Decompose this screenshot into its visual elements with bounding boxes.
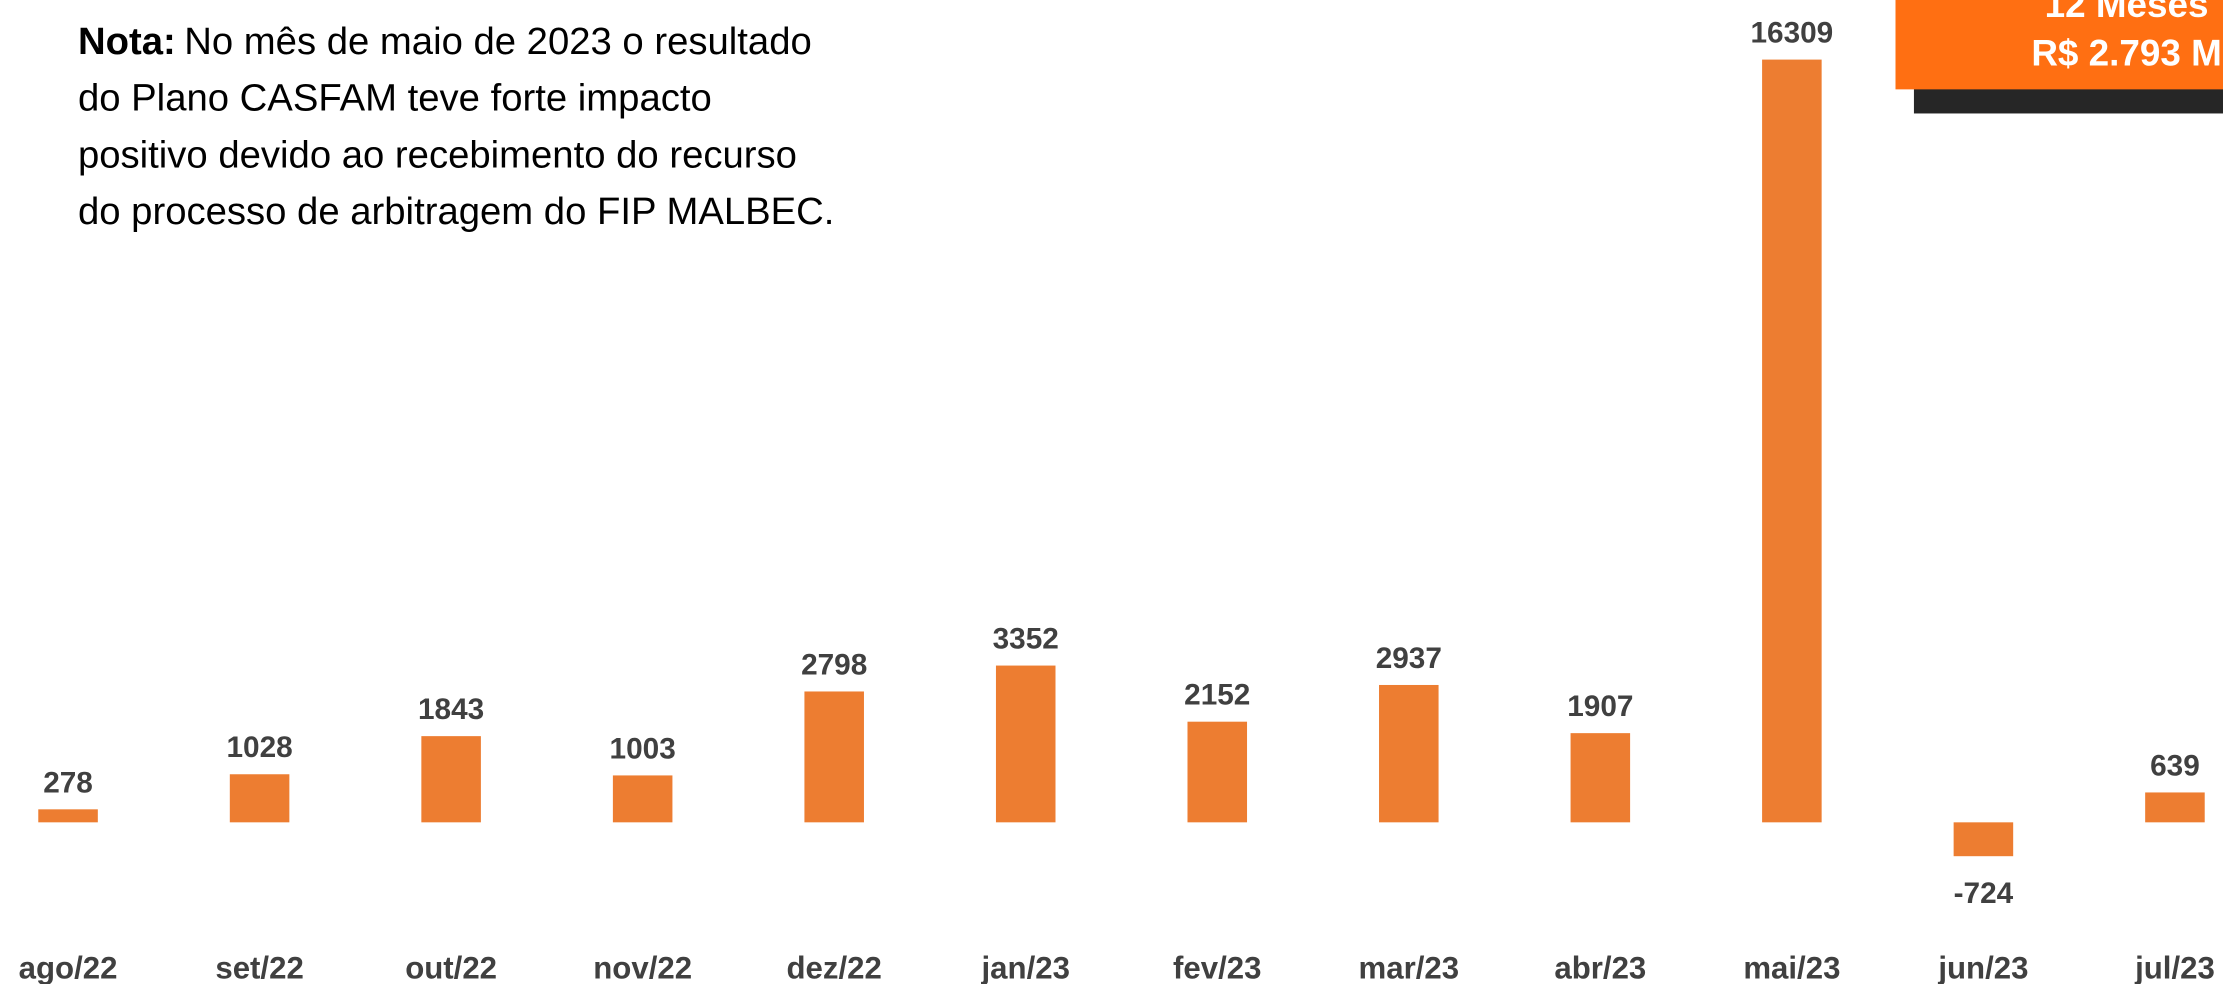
bar xyxy=(1762,59,1822,823)
bar xyxy=(804,691,864,823)
summary-box xyxy=(1895,0,2223,90)
x-tick-label: out/22 xyxy=(405,950,497,984)
data-label: 1003 xyxy=(610,732,676,765)
bar xyxy=(1953,822,2014,857)
x-tick-label: jun/23 xyxy=(1937,950,2028,984)
note: Nota: No mês de maio de 2023 o resultado xyxy=(78,20,812,63)
note-line: do processo de arbitragem do FIP MALBEC. xyxy=(78,190,834,233)
bar xyxy=(2145,792,2205,823)
bar xyxy=(38,809,98,823)
bar xyxy=(421,736,481,823)
x-tick-label: jan/23 xyxy=(981,950,1070,984)
x-tick-label: nov/22 xyxy=(593,950,692,984)
data-label: 1907 xyxy=(1567,690,1633,723)
note-line: No mês de maio de 2023 o resultado xyxy=(184,20,812,63)
box-title: 12 Meses xyxy=(2045,0,2209,25)
bar xyxy=(1379,684,1439,823)
data-label: 1843 xyxy=(418,693,484,726)
bar xyxy=(995,665,1056,823)
data-label: 3352 xyxy=(993,623,1059,656)
box-value: R$ 2.793 M xyxy=(2031,32,2222,73)
data-label: 2798 xyxy=(801,648,867,681)
data-label: 16309 xyxy=(1750,17,1833,50)
x-tick-label: jul/23 xyxy=(2134,950,2215,984)
x-tick-label: ago/22 xyxy=(19,950,118,984)
x-tick-label: mar/23 xyxy=(1359,950,1460,984)
bar xyxy=(612,775,673,823)
x-tick-label: set/22 xyxy=(215,950,303,984)
data-label: 1028 xyxy=(226,731,292,764)
x-tick-label: abr/23 xyxy=(1554,950,1646,984)
data-label: 639 xyxy=(2150,749,2200,782)
bar xyxy=(1187,721,1248,823)
note-line: positivo devido ao recebimento do recurs… xyxy=(78,133,797,176)
x-tick-label: fev/23 xyxy=(1173,950,1261,984)
data-label: 2152 xyxy=(1184,679,1250,712)
bar xyxy=(229,774,290,823)
x-tick-label: dez/22 xyxy=(787,950,882,984)
note-line: do Plano CASFAM teve forte impacto xyxy=(78,77,712,120)
note-label: Nota: xyxy=(78,20,176,63)
data-label: 2937 xyxy=(1376,642,1442,675)
bar xyxy=(1570,733,1631,823)
data-label: 278 xyxy=(43,766,93,799)
data-label: -724 xyxy=(1954,877,2014,910)
x-tick-label: mai/23 xyxy=(1743,950,1840,984)
